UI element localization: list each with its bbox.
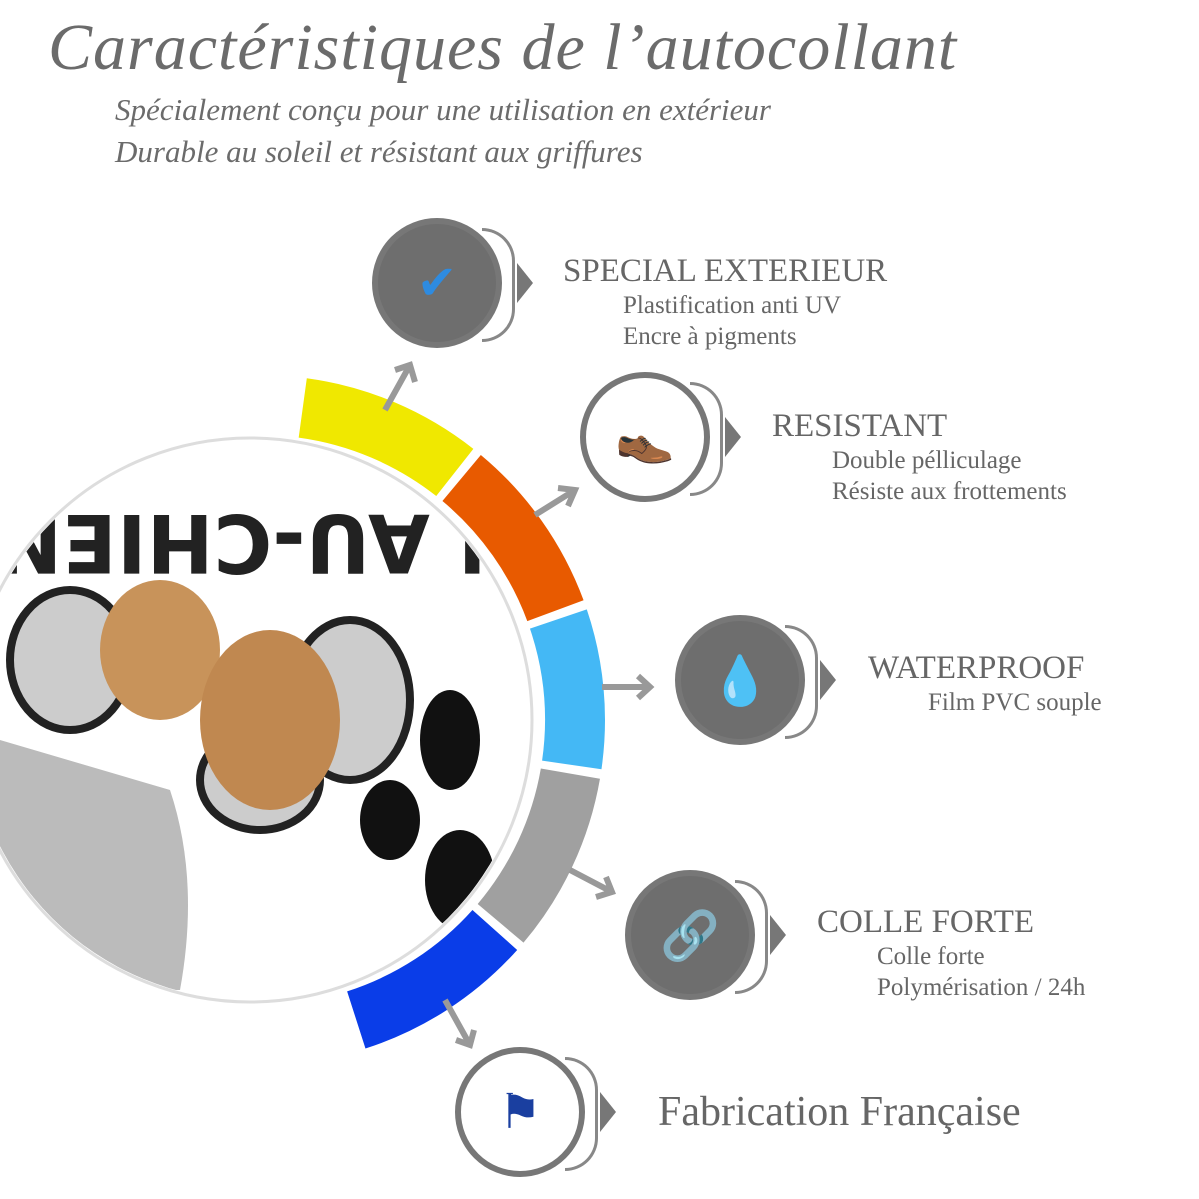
feature-detail: Plastification anti UV [623, 292, 842, 319]
feature-text: RESISTANT Double pélliculage Résiste aux f… [772, 408, 1067, 507]
chain-link-icon: 🔗 [625, 870, 755, 1000]
feature-detail: Colle forte [877, 943, 985, 970]
uv-protection-layers-icon: ✔ [372, 218, 502, 348]
arrow-right-icon [820, 660, 836, 700]
ring-segment [347, 909, 518, 1049]
feature-title: Fabrication Française [658, 1089, 1021, 1135]
sticker-image: N AU-CHIEN [0, 436, 534, 1004]
feature-detail: Résiste aux frottements [832, 478, 1067, 505]
sticker-text: N AU-CHIEN [0, 496, 525, 589]
shoe-icon: 👞 [580, 372, 710, 502]
feature-icon-badge: ⚑ [455, 1047, 616, 1177]
chevron-icon [565, 1057, 598, 1171]
feature-detail: Film PVC souple [928, 689, 1102, 716]
page-title: Caractéristiques de l’autocollant [48, 11, 958, 84]
feature-icon-badge: 🔗 [625, 870, 786, 1000]
ring-segment [442, 454, 584, 622]
color-ring [298, 378, 605, 1049]
ring-segment [298, 378, 474, 497]
french-flag-eiffel-icon: ⚑ [455, 1047, 585, 1177]
feature-title: COLLE FORTE [817, 904, 1035, 940]
subtitle-line-2: Durable au soleil et résistant aux griff… [115, 134, 643, 169]
feature-title: SPECIAL EXTERIEUR [563, 253, 888, 289]
chevron-icon [690, 382, 723, 496]
ring-segment [477, 768, 600, 943]
subtitle-line-1: Spécialement conçu pour une utilisation … [115, 92, 771, 127]
chevron-icon [482, 228, 515, 342]
arrow-right-icon [517, 263, 533, 303]
feature-text: WATERPROOF Film PVC souple [868, 650, 1102, 718]
feature-icon-badge: 👞 [580, 372, 741, 502]
ring-segment [529, 609, 605, 770]
arrows [382, 361, 655, 1049]
feature-icon-badge: ✔ [372, 218, 533, 348]
feature-detail: Double pélliculage [832, 447, 1022, 474]
feature-text: Fabrication Française [658, 1088, 1021, 1136]
feature-icon-badge: 💧 [675, 615, 836, 745]
arrow-right-icon [770, 915, 786, 955]
feature-title: RESISTANT [772, 408, 948, 444]
chevron-icon [735, 880, 768, 994]
arrow-right-icon [600, 1092, 616, 1132]
feature-detail: Polymérisation / 24h [877, 974, 1086, 1001]
chevron-icon [785, 625, 818, 739]
feature-detail: Encre à pigments [623, 323, 797, 350]
arrow-right-icon [725, 417, 741, 457]
feature-text: SPECIAL EXTERIEUR Plastification anti UV E… [563, 253, 887, 352]
feature-title: WATERPROOF [868, 650, 1085, 686]
feature-text: COLLE FORTE Colle forte Polymérisation / 2… [817, 904, 1085, 1003]
